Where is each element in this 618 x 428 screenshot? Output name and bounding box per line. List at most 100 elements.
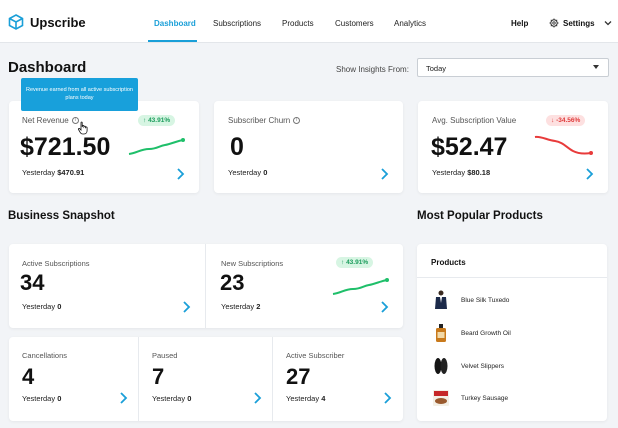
- net-revenue-change-value: 43.91%: [148, 117, 171, 124]
- paused-yesterday: Yesterday 0: [152, 394, 191, 403]
- card-divider: [272, 337, 273, 421]
- chevron-right-icon[interactable]: [175, 167, 185, 181]
- chevron-right-icon[interactable]: [118, 391, 128, 405]
- product-row[interactable]: Beard Growth Oil: [431, 322, 591, 344]
- net-revenue-sparkline: [128, 138, 185, 155]
- top-navigation-bar: Upscribe Dashboard Subscriptions Product…: [0, 0, 618, 43]
- yesterday-label: Yesterday: [152, 394, 186, 403]
- nav-products[interactable]: Products: [282, 19, 314, 28]
- net-revenue-card[interactable]: Net Revenue i ↑ 43.91% $721.50 Yesterday…: [9, 101, 199, 193]
- nav-dashboard[interactable]: Dashboard: [154, 19, 196, 28]
- avg-value-yesterday: Yesterday $80.18: [432, 168, 490, 177]
- avg-value-sparkline: [534, 135, 593, 155]
- yesterday-value: 0: [187, 394, 192, 403]
- yesterday-value: $470.91: [57, 168, 85, 177]
- chevron-right-icon[interactable]: [584, 167, 594, 181]
- chevron-right-icon[interactable]: [379, 300, 389, 314]
- product-row[interactable]: Blue Silk Tuxedo: [431, 289, 591, 311]
- popular-products-card: Products Blue Silk Tuxedo Beard Growth O…: [417, 244, 607, 421]
- net-revenue-tooltip: Revenue earned from all active subscript…: [21, 78, 138, 111]
- settings-label: Settings: [563, 18, 595, 28]
- slippers-icon: [431, 356, 451, 376]
- churn-value: 0: [230, 133, 244, 161]
- yesterday-label: Yesterday: [22, 302, 56, 311]
- chevron-right-icon[interactable]: [181, 300, 191, 314]
- nav-subscriptions[interactable]: Subscriptions: [213, 19, 262, 28]
- active-subscriber-value: 27: [286, 364, 311, 389]
- product-name: Blue Silk Tuxedo: [461, 296, 510, 304]
- cancellations-label: Cancellations: [22, 351, 68, 360]
- avg-value-label: Avg. Subscription Value: [432, 116, 516, 125]
- info-icon[interactable]: i: [71, 117, 79, 124]
- churn-label-text: Subscriber Churn: [228, 116, 291, 125]
- net-revenue-label: Net Revenue i: [22, 116, 79, 125]
- paused-label: Paused: [152, 351, 178, 360]
- yesterday-value: 2: [256, 302, 261, 311]
- insights-period-select[interactable]: Today: [417, 58, 609, 77]
- info-icon[interactable]: i: [293, 117, 301, 124]
- card-divider: [205, 244, 206, 328]
- popular-products-title: Most Popular Products: [417, 210, 543, 222]
- cancellations-yesterday: Yesterday 0: [22, 394, 61, 403]
- avg-value-change-value: -34.56%: [556, 117, 581, 124]
- subscriber-churn-card[interactable]: Subscriber Churn i 0 Yesterday 0: [214, 101, 403, 193]
- app-logo[interactable]: Upscribe: [8, 14, 86, 30]
- app-name: Upscribe: [30, 14, 86, 30]
- product-name: Beard Growth Oil: [461, 329, 511, 337]
- active-subscriptions-label: Active Subscriptions: [22, 259, 90, 268]
- product-row[interactable]: Velvet Slippers: [431, 355, 591, 377]
- oil-bottle-icon: [431, 323, 451, 343]
- yesterday-value: 0: [263, 168, 268, 177]
- avg-value-value: $52.47: [431, 133, 508, 161]
- avg-subscription-value-card[interactable]: Avg. Subscription Value ↓ -34.56% $52.47…: [418, 101, 608, 193]
- card-divider: [417, 277, 607, 278]
- insights-label: Show Insights From:: [336, 65, 409, 74]
- active-subscriptions-yesterday: Yesterday 0: [22, 302, 61, 311]
- yesterday-label: Yesterday: [22, 394, 56, 403]
- net-revenue-value: $721.50: [20, 133, 111, 161]
- yesterday-label: Yesterday: [432, 168, 466, 177]
- product-row[interactable]: Turkey Sausage: [431, 387, 591, 409]
- active-subscriber-label: Active Subscriber: [286, 351, 345, 360]
- net-revenue-label-text: Net Revenue: [22, 116, 69, 125]
- yesterday-value: 4: [321, 394, 326, 403]
- yesterday-value: 0: [57, 302, 62, 311]
- nav-customers[interactable]: Customers: [335, 19, 374, 28]
- chevron-down-icon: [604, 21, 612, 26]
- churn-yesterday: Yesterday 0: [228, 168, 267, 177]
- yesterday-value: 0: [57, 394, 62, 403]
- chevron-right-icon[interactable]: [252, 391, 262, 405]
- chevron-right-icon[interactable]: [379, 167, 389, 181]
- yesterday-label: Yesterday: [221, 302, 255, 311]
- hand-cursor-icon: [78, 121, 88, 135]
- new-subscriptions-label: New Subscriptions: [221, 259, 284, 268]
- insights-period-value: Today: [426, 64, 447, 73]
- active-subscriber-yesterday: Yesterday 4: [286, 394, 325, 403]
- settings-menu[interactable]: Settings: [549, 18, 613, 28]
- nav-analytics[interactable]: Analytics: [394, 19, 427, 28]
- new-subscriptions-change-value: 43.91%: [346, 259, 369, 266]
- new-subscriptions-change-badge: ↑ 43.91%: [336, 257, 374, 268]
- products-header: Products: [431, 258, 466, 267]
- product-name: Velvet Slippers: [461, 362, 504, 370]
- yesterday-label: Yesterday: [22, 168, 56, 177]
- net-revenue-change-badge: ↑ 43.91%: [138, 115, 176, 126]
- gear-icon: [549, 18, 559, 28]
- new-subscriptions-value: 23: [220, 270, 245, 295]
- chevron-right-icon[interactable]: [382, 391, 392, 405]
- avg-value-change-badge: ↓ -34.56%: [546, 115, 586, 126]
- yesterday-value: $80.18: [467, 168, 491, 177]
- snapshot-bottom-card: Cancellations 4 Yesterday 0 Paused 7 Yes…: [9, 337, 403, 421]
- sausage-icon: [431, 388, 451, 408]
- help-link[interactable]: Help: [511, 19, 529, 28]
- yesterday-label: Yesterday: [286, 394, 320, 403]
- new-subscriptions-sparkline: [332, 278, 389, 295]
- page-title: Dashboard: [8, 59, 87, 76]
- avg-value-label-text: Avg. Subscription Value: [432, 116, 517, 125]
- paused-value: 7: [152, 364, 165, 389]
- product-name: Turkey Sausage: [461, 394, 509, 402]
- yesterday-label: Yesterday: [228, 168, 262, 177]
- new-subscriptions-yesterday: Yesterday 2: [221, 302, 260, 311]
- caret-down-icon: [593, 65, 599, 69]
- business-snapshot-title: Business Snapshot: [8, 210, 115, 222]
